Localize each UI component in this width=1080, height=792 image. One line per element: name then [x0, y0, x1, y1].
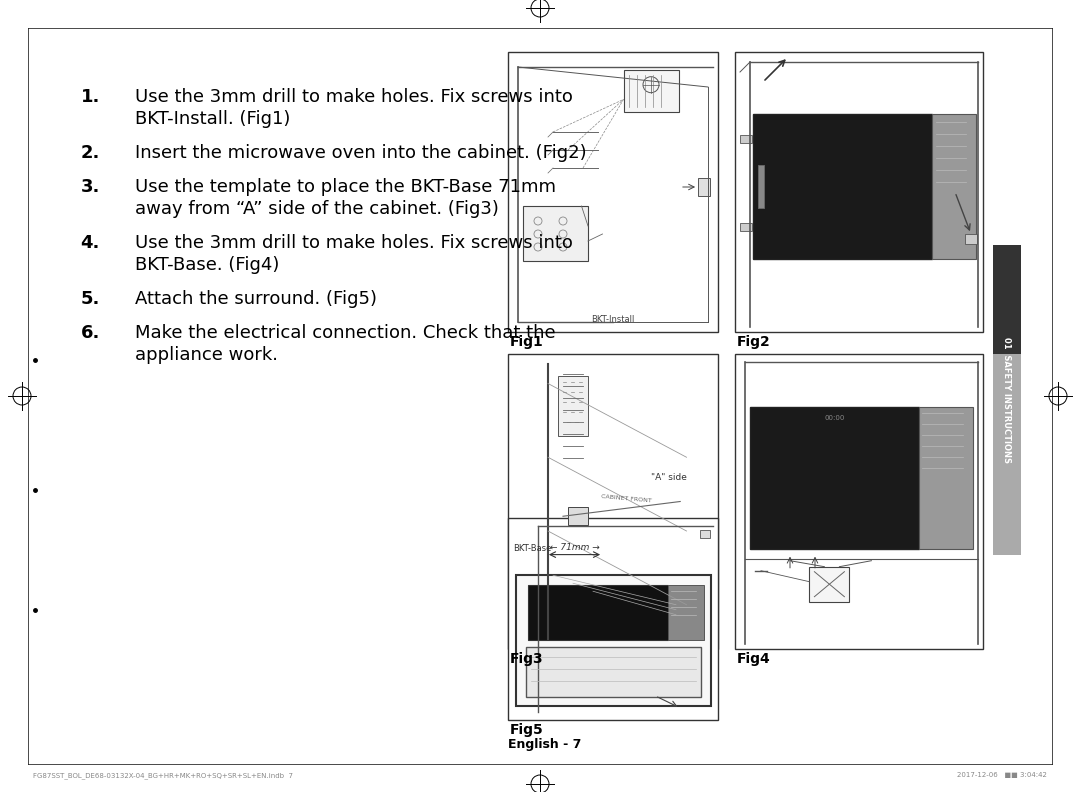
- Text: 2.: 2.: [81, 144, 100, 162]
- Text: 5.: 5.: [81, 290, 100, 308]
- Bar: [740, 223, 752, 230]
- Bar: [700, 530, 710, 538]
- Bar: [919, 407, 973, 549]
- Text: ← 71mm →: ← 71mm →: [550, 543, 599, 551]
- Bar: [750, 407, 919, 549]
- Bar: [698, 178, 710, 196]
- Bar: [809, 567, 849, 602]
- Text: English - 7: English - 7: [508, 738, 581, 751]
- Text: 4.: 4.: [81, 234, 100, 252]
- Text: Fig2: Fig2: [737, 335, 771, 349]
- Bar: [623, 70, 678, 112]
- Text: BKT-Base: BKT-Base: [513, 543, 552, 553]
- Text: 6.: 6.: [81, 324, 100, 342]
- Text: BKT-Install: BKT-Install: [592, 315, 635, 324]
- Text: CABINET FRONT: CABINET FRONT: [602, 494, 652, 504]
- Text: 2017-12-06   ■■ 3:04:42: 2017-12-06 ■■ 3:04:42: [957, 772, 1047, 778]
- Bar: [758, 165, 764, 208]
- Bar: [753, 113, 932, 259]
- Bar: [932, 113, 976, 259]
- Bar: [568, 508, 588, 525]
- Text: FG87SST_BOL_DE68-03132X-04_BG+HR+MK+RO+SQ+SR+SL+EN.indb  7: FG87SST_BOL_DE68-03132X-04_BG+HR+MK+RO+S…: [33, 772, 293, 779]
- Text: BKT-Base. (Fig4): BKT-Base. (Fig4): [135, 256, 280, 274]
- Bar: [508, 518, 718, 720]
- Bar: [523, 206, 588, 261]
- Bar: [528, 584, 669, 640]
- Bar: [558, 376, 588, 436]
- Bar: [993, 245, 1021, 353]
- Bar: [740, 135, 752, 143]
- Text: 01  SAFETY INSTRUCTIONS: 01 SAFETY INSTRUCTIONS: [1002, 337, 1012, 463]
- Bar: [993, 353, 1021, 555]
- Text: 1.: 1.: [81, 88, 100, 106]
- Text: Fig5: Fig5: [510, 723, 543, 737]
- Text: Use the template to place the BKT-Base 71mm: Use the template to place the BKT-Base 7…: [135, 178, 556, 196]
- Bar: [508, 52, 718, 332]
- Bar: [735, 52, 983, 332]
- Text: BKT-Install. (Fig1): BKT-Install. (Fig1): [135, 110, 291, 128]
- Bar: [526, 647, 701, 697]
- Bar: [669, 584, 703, 640]
- Text: Make the electrical connection. Check that the: Make the electrical connection. Check th…: [135, 324, 555, 342]
- Text: Fig3: Fig3: [510, 652, 543, 666]
- Text: Use the 3mm drill to make holes. Fix screws into: Use the 3mm drill to make holes. Fix scr…: [135, 234, 572, 252]
- Bar: [508, 354, 718, 649]
- Bar: [735, 354, 983, 649]
- Text: 3.: 3.: [81, 178, 100, 196]
- Text: 00:00: 00:00: [824, 415, 845, 421]
- Text: "A" side: "A" side: [651, 474, 687, 482]
- Text: Fig1: Fig1: [510, 335, 543, 349]
- Bar: [966, 234, 977, 244]
- Text: appliance work.: appliance work.: [135, 346, 278, 364]
- Text: Insert the microwave oven into the cabinet. (Fig2): Insert the microwave oven into the cabin…: [135, 144, 586, 162]
- Text: Fig4: Fig4: [737, 652, 771, 666]
- Bar: [516, 574, 711, 706]
- Text: Use the 3mm drill to make holes. Fix screws into: Use the 3mm drill to make holes. Fix scr…: [135, 88, 572, 106]
- Text: away from “A” side of the cabinet. (Fig3): away from “A” side of the cabinet. (Fig3…: [135, 200, 499, 218]
- Text: Attach the surround. (Fig5): Attach the surround. (Fig5): [135, 290, 377, 308]
